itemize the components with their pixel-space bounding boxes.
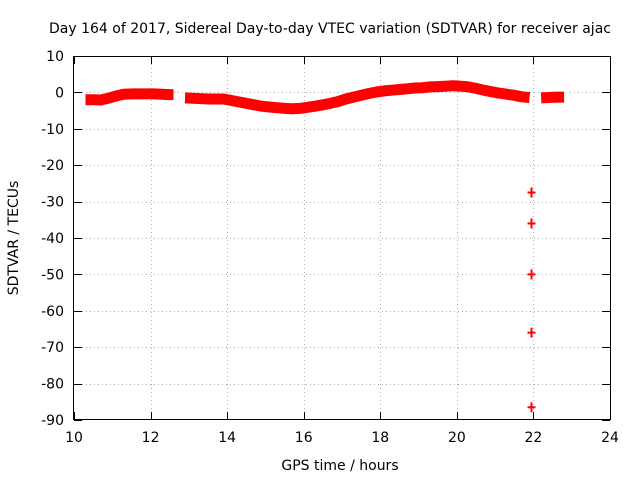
y-tick-label: -40 xyxy=(41,231,64,247)
axis-ticks xyxy=(74,56,611,421)
outlier-point xyxy=(527,327,536,338)
outlier-point xyxy=(527,402,536,413)
data-point-band xyxy=(184,80,531,115)
outlier-point xyxy=(527,218,536,229)
y-tick-label: 10 xyxy=(46,49,64,65)
y-tick-label: -20 xyxy=(41,158,64,174)
x-tick-label: 20 xyxy=(448,430,466,446)
x-tick-label: 24 xyxy=(601,430,619,446)
y-tick-label: -70 xyxy=(41,340,64,356)
x-tick-label: 14 xyxy=(218,430,236,446)
data-points xyxy=(85,80,565,413)
x-tick-label: 18 xyxy=(371,430,389,446)
data-point-band xyxy=(85,88,176,106)
x-tick-label: 16 xyxy=(295,430,313,446)
data-point-band xyxy=(540,91,565,104)
y-tick-label: -60 xyxy=(41,304,64,320)
y-tick-label: -90 xyxy=(41,413,64,429)
y-tick-label: -10 xyxy=(41,122,64,138)
y-axis-label: SDTVAR / TECUs xyxy=(6,181,22,296)
y-tick-label: -30 xyxy=(41,195,64,211)
grid-lines xyxy=(74,56,610,420)
y-tick-label: -50 xyxy=(41,267,64,283)
y-tick-label: -80 xyxy=(41,377,64,393)
x-tick-label: 10 xyxy=(65,430,83,446)
y-tick-label: 0 xyxy=(55,85,64,101)
x-tick-label: 12 xyxy=(142,430,160,446)
chart-title: Day 164 of 2017, Sidereal Day-to-day VTE… xyxy=(49,21,611,37)
plot-frame xyxy=(73,56,611,420)
x-tick-label: 22 xyxy=(525,430,543,446)
outlier-point xyxy=(527,187,536,198)
axis-tick-labels: 10 12 14 16 18 20 22 24 10 0 -10 -20 -30 -40 -50 -60 -70… xyxy=(41,49,619,446)
outlier-point xyxy=(527,269,536,280)
x-axis-label: GPS time / hours xyxy=(281,458,398,474)
